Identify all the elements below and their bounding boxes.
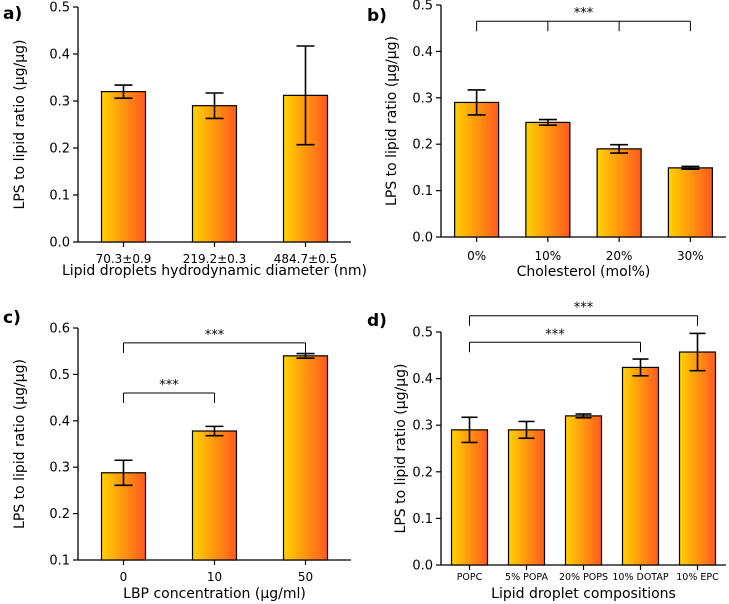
x-tick-label: 20% POPS (559, 572, 608, 583)
y-tick-label: 0.3 (412, 91, 433, 106)
y-tick-label: 0.5 (412, 0, 433, 14)
x-tick-label: 20% (606, 249, 633, 263)
panel-label: d) (367, 311, 387, 331)
bar (454, 101, 500, 238)
y-tick-label: 0.3 (412, 419, 433, 434)
x-tick-label: 0% (467, 249, 486, 263)
significance-label: *** (574, 301, 594, 316)
bar (678, 351, 717, 566)
y-tick-label: 0.4 (49, 48, 70, 63)
x-tick-label: 484.7±0.5 (274, 252, 338, 266)
y-tick-label: 0.4 (49, 414, 70, 429)
y-tick-label: 0.5 (412, 326, 433, 341)
bar (100, 90, 147, 243)
x-axis-title: Cholesterol (mol%) (517, 264, 651, 280)
bar (191, 105, 238, 243)
x-tick-label: 30% (677, 249, 704, 263)
bar (450, 429, 489, 566)
x-axis-title: Lipid droplets hydrodynamic diameter (nm… (62, 263, 367, 279)
panel-label: a) (3, 4, 22, 24)
y-axis-title: LPS to lipid ratio (µg/µg) (393, 364, 409, 534)
y-tick-label: 0.1 (412, 184, 433, 199)
x-tick-label: 0 (120, 570, 128, 584)
y-tick-label: 0.3 (49, 95, 70, 110)
significance-label: *** (159, 378, 179, 393)
significance-label: *** (205, 328, 225, 343)
x-tick-label: 10% (535, 249, 562, 263)
significance-label: *** (574, 6, 594, 21)
bar (525, 121, 571, 238)
y-tick-label: 0.2 (412, 465, 433, 480)
chart-panel: c) 0.1 0.2 0.3 0.4 0.5 0.6 0 10 50 *** *** LBP conce… (3, 308, 351, 602)
y-tick-label: 0.4 (412, 372, 433, 387)
x-tick-label: 10% EPC (676, 572, 719, 583)
bar (191, 430, 238, 561)
x-tick-label: 70.3±0.9 (96, 252, 152, 266)
y-tick-label: 0.2 (412, 138, 433, 153)
y-tick-label: 0.3 (49, 461, 70, 476)
y-tick-label: 0.1 (49, 554, 70, 569)
bar (667, 167, 713, 238)
x-tick-label: 10% DOTAP (612, 572, 668, 583)
y-axis-title: LPS to lipid ratio (µg/µg) (12, 40, 28, 210)
bar (564, 415, 603, 566)
panel-label: c) (3, 308, 21, 328)
chart-panel: b) 0.0 0.1 0.2 0.3 0.4 0.5 0% 10% 20% 30% *** Choles… (367, 0, 726, 280)
y-tick-label: 0.0 (49, 236, 70, 251)
y-tick-label: 0.2 (49, 507, 70, 522)
y-tick-label: 0.6 (49, 322, 70, 337)
bar (596, 148, 642, 238)
bar (507, 429, 546, 566)
y-tick-label: 0.1 (49, 189, 70, 204)
y-tick-label: 0.2 (49, 142, 70, 157)
x-tick-label: 50 (298, 570, 313, 584)
chart-panel: a) 0.0 0.1 0.2 0.3 0.4 0.5 70.3±0.9 219.2±0.3 484… (3, 1, 367, 280)
x-tick-label: 10 (207, 570, 222, 584)
y-tick-label: 0.4 (412, 45, 433, 60)
x-tick-label: 219.2±0.3 (183, 252, 247, 266)
bar (621, 366, 660, 566)
y-axis-title: LPS to lipid ratio (µg/µg) (384, 36, 400, 206)
y-tick-label: 0.5 (49, 368, 70, 383)
x-tick-label: 5% POPA (505, 572, 548, 583)
panel-label: b) (367, 6, 387, 26)
bar (282, 355, 329, 561)
significance-label: *** (545, 327, 565, 342)
x-tick-label: POPC (457, 572, 483, 583)
y-tick-label: 0.1 (412, 512, 433, 527)
y-tick-label: 0.0 (412, 231, 433, 246)
chart-panel: d) 0.0 0.1 0.2 0.3 0.4 0.5 POPC 5% POPA 20% POPS 1… (367, 301, 726, 602)
y-tick-label: 0.5 (49, 1, 70, 16)
x-axis-title: Lipid droplet compositions (491, 586, 676, 602)
y-axis-title: LPS to lipid ratio (µg/µg) (12, 359, 28, 529)
y-tick-label: 0.0 (412, 559, 433, 574)
x-axis-title: LBP concentration (µg/ml) (123, 586, 306, 602)
